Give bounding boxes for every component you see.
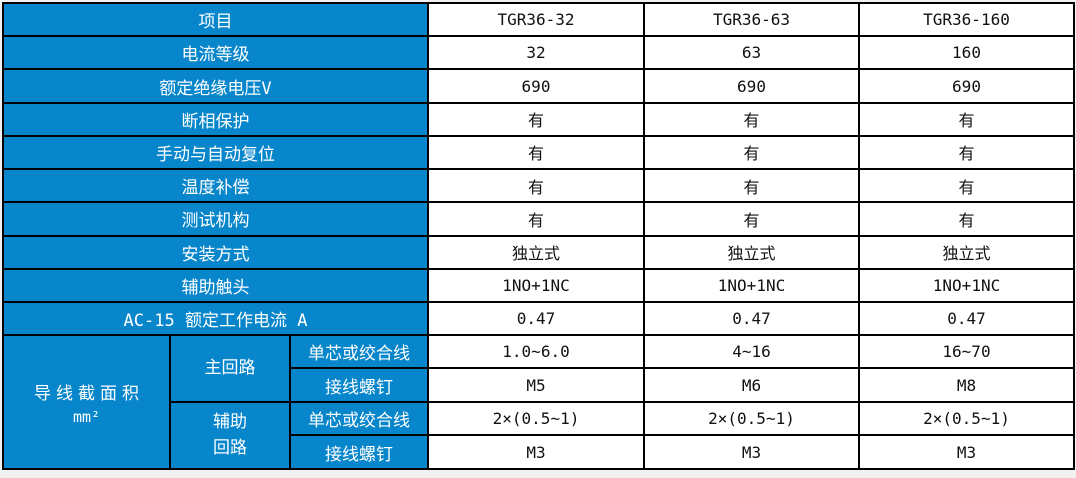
row-label: 辅助触头: [2, 267, 429, 303]
wire-section-unit: mm²: [72, 407, 101, 426]
subgroup-label-aux-circuit: 辅助 回路: [169, 400, 291, 471]
table-row: 辅助触头 1NO+1NC 1NO+1NC 1NO+1NC: [2, 267, 1075, 303]
wire-section-label: 导线截面积 mm²: [2, 334, 171, 470]
table-row: 接线螺钉 M5 M6 M8: [3, 367, 1075, 403]
cell-value: M3: [858, 434, 1075, 470]
row-label: 手动与自动复位: [2, 134, 429, 171]
cell-value: 独立式: [643, 234, 860, 270]
table-row: 温度补偿 有 有 有: [2, 168, 1075, 204]
model-column-header: TGR36-63: [643, 1, 860, 38]
cell-value: 有: [427, 201, 645, 237]
cell-value: 690: [427, 68, 645, 104]
table-row: 安装方式 独立式 独立式 独立式: [2, 234, 1075, 270]
row-label: 温度补偿: [2, 168, 429, 204]
cell-value: 1NO+1NC: [643, 267, 860, 303]
row-label: 单芯或绞合线: [289, 400, 429, 437]
cell-value: M6: [643, 367, 860, 403]
table-row: AC-15 额定工作电流 A 0.47 0.47 0.47: [2, 300, 1075, 337]
header-label: 项目: [2, 1, 429, 38]
cell-value: 有: [858, 168, 1075, 204]
row-label: 断相保护: [2, 101, 429, 137]
cell-value: 160: [858, 35, 1075, 71]
cell-value: 1.0~6.0: [427, 334, 645, 370]
cell-value: 16~70: [858, 334, 1075, 370]
cell-value: 1NO+1NC: [858, 267, 1075, 303]
table-row: 额定绝缘电压V 690 690 690: [2, 68, 1075, 104]
row-label: 安装方式: [2, 234, 429, 270]
cell-value: 63: [643, 35, 860, 71]
cell-value: 有: [427, 134, 645, 171]
row-label: 电流等级: [2, 35, 429, 71]
cell-value: 2×(0.5~1): [427, 400, 645, 437]
cell-value: 有: [427, 101, 645, 137]
table-row: 辅助 回路 单芯或绞合线 2×(0.5~1) 2×(0.5~1) 2×(0.5~…: [3, 400, 1075, 471]
row-label: AC-15 额定工作电流 A: [2, 300, 429, 337]
table-row: 接线螺钉 M3 M3 M3: [3, 434, 1075, 470]
row-label: 接线螺钉: [289, 367, 429, 403]
cell-value: 有: [643, 134, 860, 171]
table-row: 导线截面积 mm² 主回路 单芯或绞合线 1.0~6.0 4~16 16~70: [2, 334, 1075, 470]
cell-value: 有: [858, 101, 1075, 137]
model-column-header: TGR36-160: [858, 1, 1075, 38]
cell-value: 有: [858, 201, 1075, 237]
cell-value: 32: [427, 35, 645, 71]
cell-value: 有: [643, 101, 860, 137]
cell-value: 0.47: [427, 300, 645, 337]
cell-value: 有: [643, 168, 860, 204]
cell-value: 独立式: [858, 234, 1075, 270]
cell-value: 690: [858, 68, 1075, 104]
cell-value: 有: [427, 168, 645, 204]
cell-value: 有: [643, 201, 860, 237]
wire-section-title: 导线截面积: [34, 383, 144, 404]
cell-value: 2×(0.5~1): [858, 400, 1075, 437]
row-label: 额定绝缘电压V: [2, 68, 429, 104]
subgroup-label-main-circuit: 主回路: [169, 334, 291, 403]
table-row: 断相保护 有 有 有: [2, 101, 1075, 137]
row-label: 测试机构: [2, 201, 429, 237]
table-row: 电流等级 32 63 160: [2, 35, 1075, 71]
cell-value: 4~16: [643, 334, 860, 370]
cell-value: 0.47: [858, 300, 1075, 337]
cell-value: M5: [427, 367, 645, 403]
cell-value: M3: [643, 434, 860, 470]
cell-value: 有: [858, 134, 1075, 171]
cell-value: 2×(0.5~1): [643, 400, 860, 437]
cell-value: M8: [858, 367, 1075, 403]
cell-value: 0.47: [643, 300, 860, 337]
cell-value: M3: [427, 434, 645, 470]
model-column-header: TGR36-32: [427, 1, 645, 38]
table-row-header: 项目 TGR36-32 TGR36-63 TGR36-160: [2, 1, 1075, 38]
row-label: 接线螺钉: [289, 434, 429, 470]
table-row: 手动与自动复位 有 有 有: [2, 134, 1075, 171]
table-row: 测试机构 有 有 有: [2, 201, 1075, 237]
row-label: 单芯或绞合线: [289, 334, 429, 370]
cell-value: 690: [643, 68, 860, 104]
cell-value: 独立式: [427, 234, 645, 270]
cell-value: 1NO+1NC: [427, 267, 645, 303]
